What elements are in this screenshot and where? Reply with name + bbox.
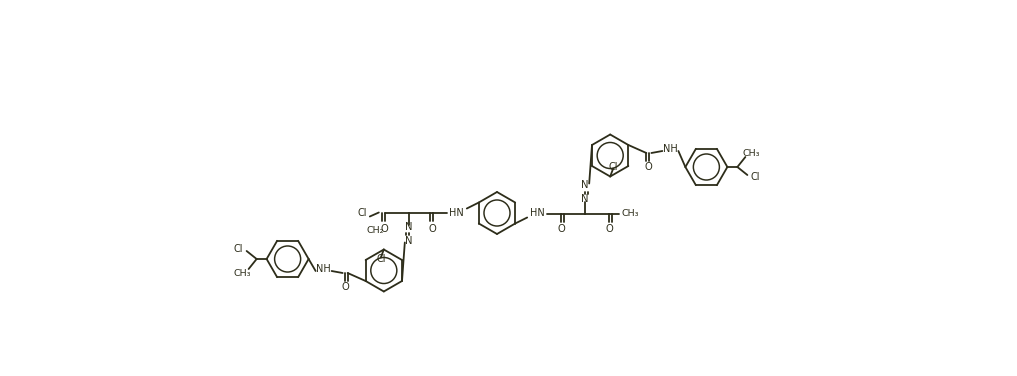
Text: O: O — [557, 224, 565, 235]
Text: N: N — [405, 221, 413, 232]
Text: Cl: Cl — [234, 244, 243, 254]
Text: Cl: Cl — [376, 255, 385, 264]
Text: O: O — [605, 224, 613, 235]
Text: O: O — [381, 223, 388, 233]
Text: HN: HN — [450, 208, 464, 217]
Text: N: N — [582, 194, 589, 205]
Text: Cl: Cl — [608, 162, 618, 171]
Text: O: O — [429, 223, 436, 233]
Text: NH: NH — [316, 264, 331, 274]
Text: CH₃: CH₃ — [742, 149, 760, 158]
Text: N: N — [405, 235, 413, 246]
Text: N: N — [582, 180, 589, 191]
Text: CH₃: CH₃ — [234, 268, 251, 277]
Text: HN: HN — [530, 209, 544, 218]
Text: Cl: Cl — [357, 208, 367, 217]
Text: CH₃: CH₃ — [621, 209, 639, 218]
Text: O: O — [645, 162, 652, 172]
Text: O: O — [342, 282, 350, 292]
Text: CH₂: CH₂ — [366, 226, 383, 235]
Text: NH: NH — [663, 144, 677, 154]
Text: Cl: Cl — [751, 172, 760, 182]
